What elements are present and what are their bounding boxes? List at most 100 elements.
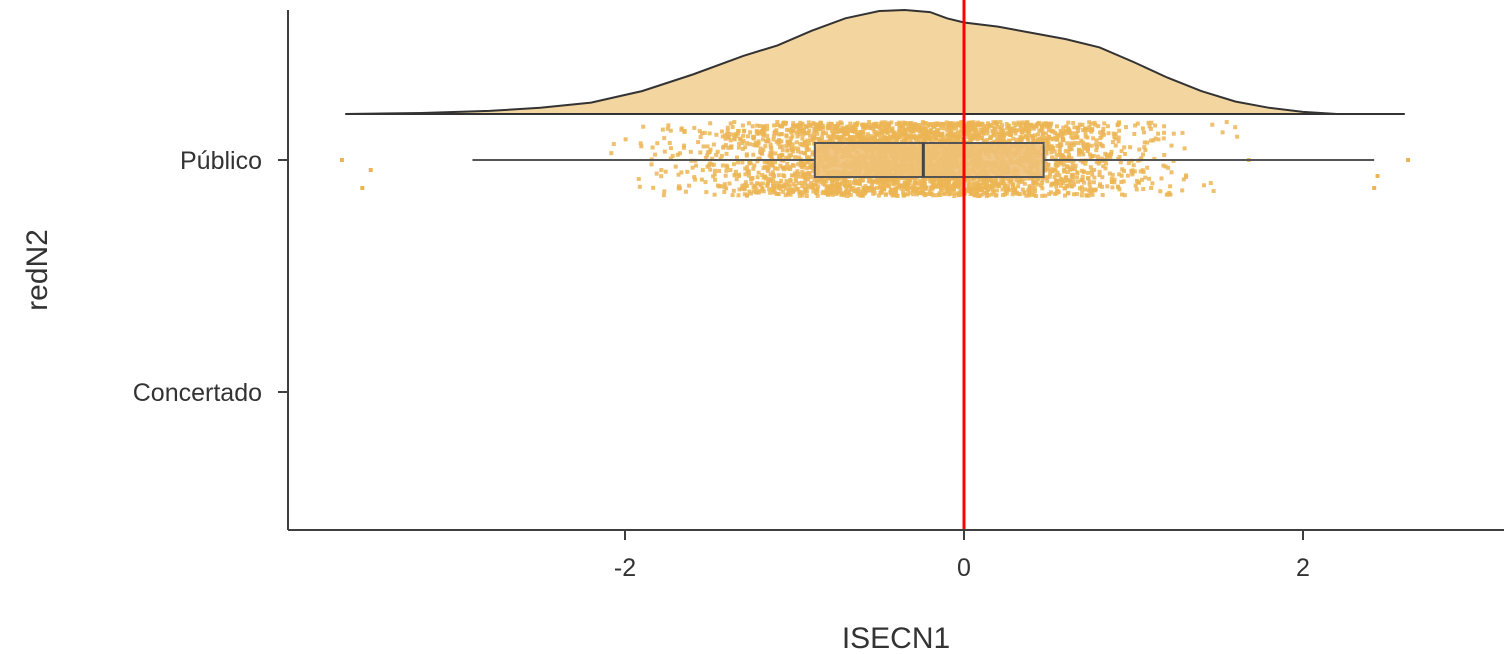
jitter-point [1075,175,1079,180]
jitter-point [985,180,989,185]
y-tick-label: Público [180,147,262,175]
jitter-point [1149,186,1154,190]
jitter-point [811,161,816,166]
jitter-point [1016,180,1021,185]
jitter-point [766,179,771,184]
jitter-point [960,192,964,197]
jitter-point [1006,132,1011,137]
jitter-point [941,135,946,140]
jitter-point [797,174,802,179]
jitter-point [959,189,964,194]
jitter-point [956,130,960,135]
jitter-point [985,131,990,136]
jitter-point [955,184,960,189]
jitter-point [1031,135,1035,140]
jitter-point [921,182,926,187]
jitter-point [726,135,731,140]
jitter-point [1044,131,1049,136]
jitter-point [834,125,839,130]
jitter-point [1005,183,1010,188]
jitter-point [734,177,739,182]
jitter-point [659,174,664,179]
jitter-point [1080,177,1085,182]
jitter-point [836,185,841,190]
jitter-point [1005,126,1010,131]
jitter-point [1062,167,1067,172]
jitter-point [967,130,972,135]
jitter-point [714,152,719,157]
jitter-point [777,181,782,186]
jitter-point [1117,172,1122,177]
jitter-point [885,136,890,140]
jitter-point [779,178,784,183]
jitter-point [974,131,978,136]
jitter-point [804,131,809,136]
jitter-point [806,170,811,175]
jitter-point [976,176,981,181]
jitter-point [1119,149,1124,154]
jitter-point [1066,126,1071,131]
jitter-point [965,132,970,137]
jitter-point [1087,120,1092,125]
jitter-point [968,124,973,129]
jitter-point [977,183,982,188]
jitter-point [735,155,739,160]
jitter-point [1081,170,1086,174]
jitter-point [731,188,736,193]
boxplot-layer [472,142,1375,178]
jitter-point [808,133,813,138]
jitter-point [851,186,856,190]
jitter-point [1037,128,1042,133]
jitter-point [1152,156,1157,161]
jitter-point [360,186,365,190]
jitter-point [883,138,888,143]
jitter-point [900,126,905,131]
jitter-point [818,179,823,184]
jitter-point [776,173,781,178]
jitter-point [1233,125,1238,130]
jitter-point [724,186,729,191]
jitter-point [988,123,993,128]
jitter-point [993,178,998,183]
jitter-point [1024,121,1029,126]
jitter-point [1093,122,1098,127]
jitter-point [887,181,892,186]
jitter-point [1161,136,1166,141]
jitter-point [995,188,999,193]
jitter-point [780,124,785,129]
jitter-point [1133,183,1138,188]
jitter-point [694,163,698,168]
jitter-point [803,124,808,129]
jitter-point [728,168,733,172]
jitter-point [765,133,770,138]
jitter-point [883,181,888,186]
jitter-point [891,182,896,187]
jitter-point [1006,124,1011,128]
jitter-point [741,133,746,138]
jitter-point [1148,126,1153,131]
jitter-point [844,190,849,194]
jitter-point [820,181,825,186]
jitter-point [760,150,764,155]
jitter-point [1065,164,1070,169]
jitter-point [1140,177,1144,182]
jitter-point [858,189,863,194]
jitter-point [1096,124,1101,129]
jitter-point [778,145,782,150]
jitter-point [1051,168,1055,173]
jitter-point [909,129,913,134]
jitter-point [713,177,718,182]
jitter-point [1065,141,1070,146]
jitter-point [793,155,798,160]
jitter-point [1070,163,1075,167]
jitter-point [829,185,833,190]
jitter-point [772,173,776,178]
jitter-point [921,179,925,183]
jitter-point [830,134,835,139]
jitter-point [1211,189,1216,193]
jitter-point [1063,148,1068,153]
jitter-point [876,193,881,198]
jitter-point [872,136,876,141]
jitter-point [988,186,993,191]
jitter-point [774,128,779,133]
